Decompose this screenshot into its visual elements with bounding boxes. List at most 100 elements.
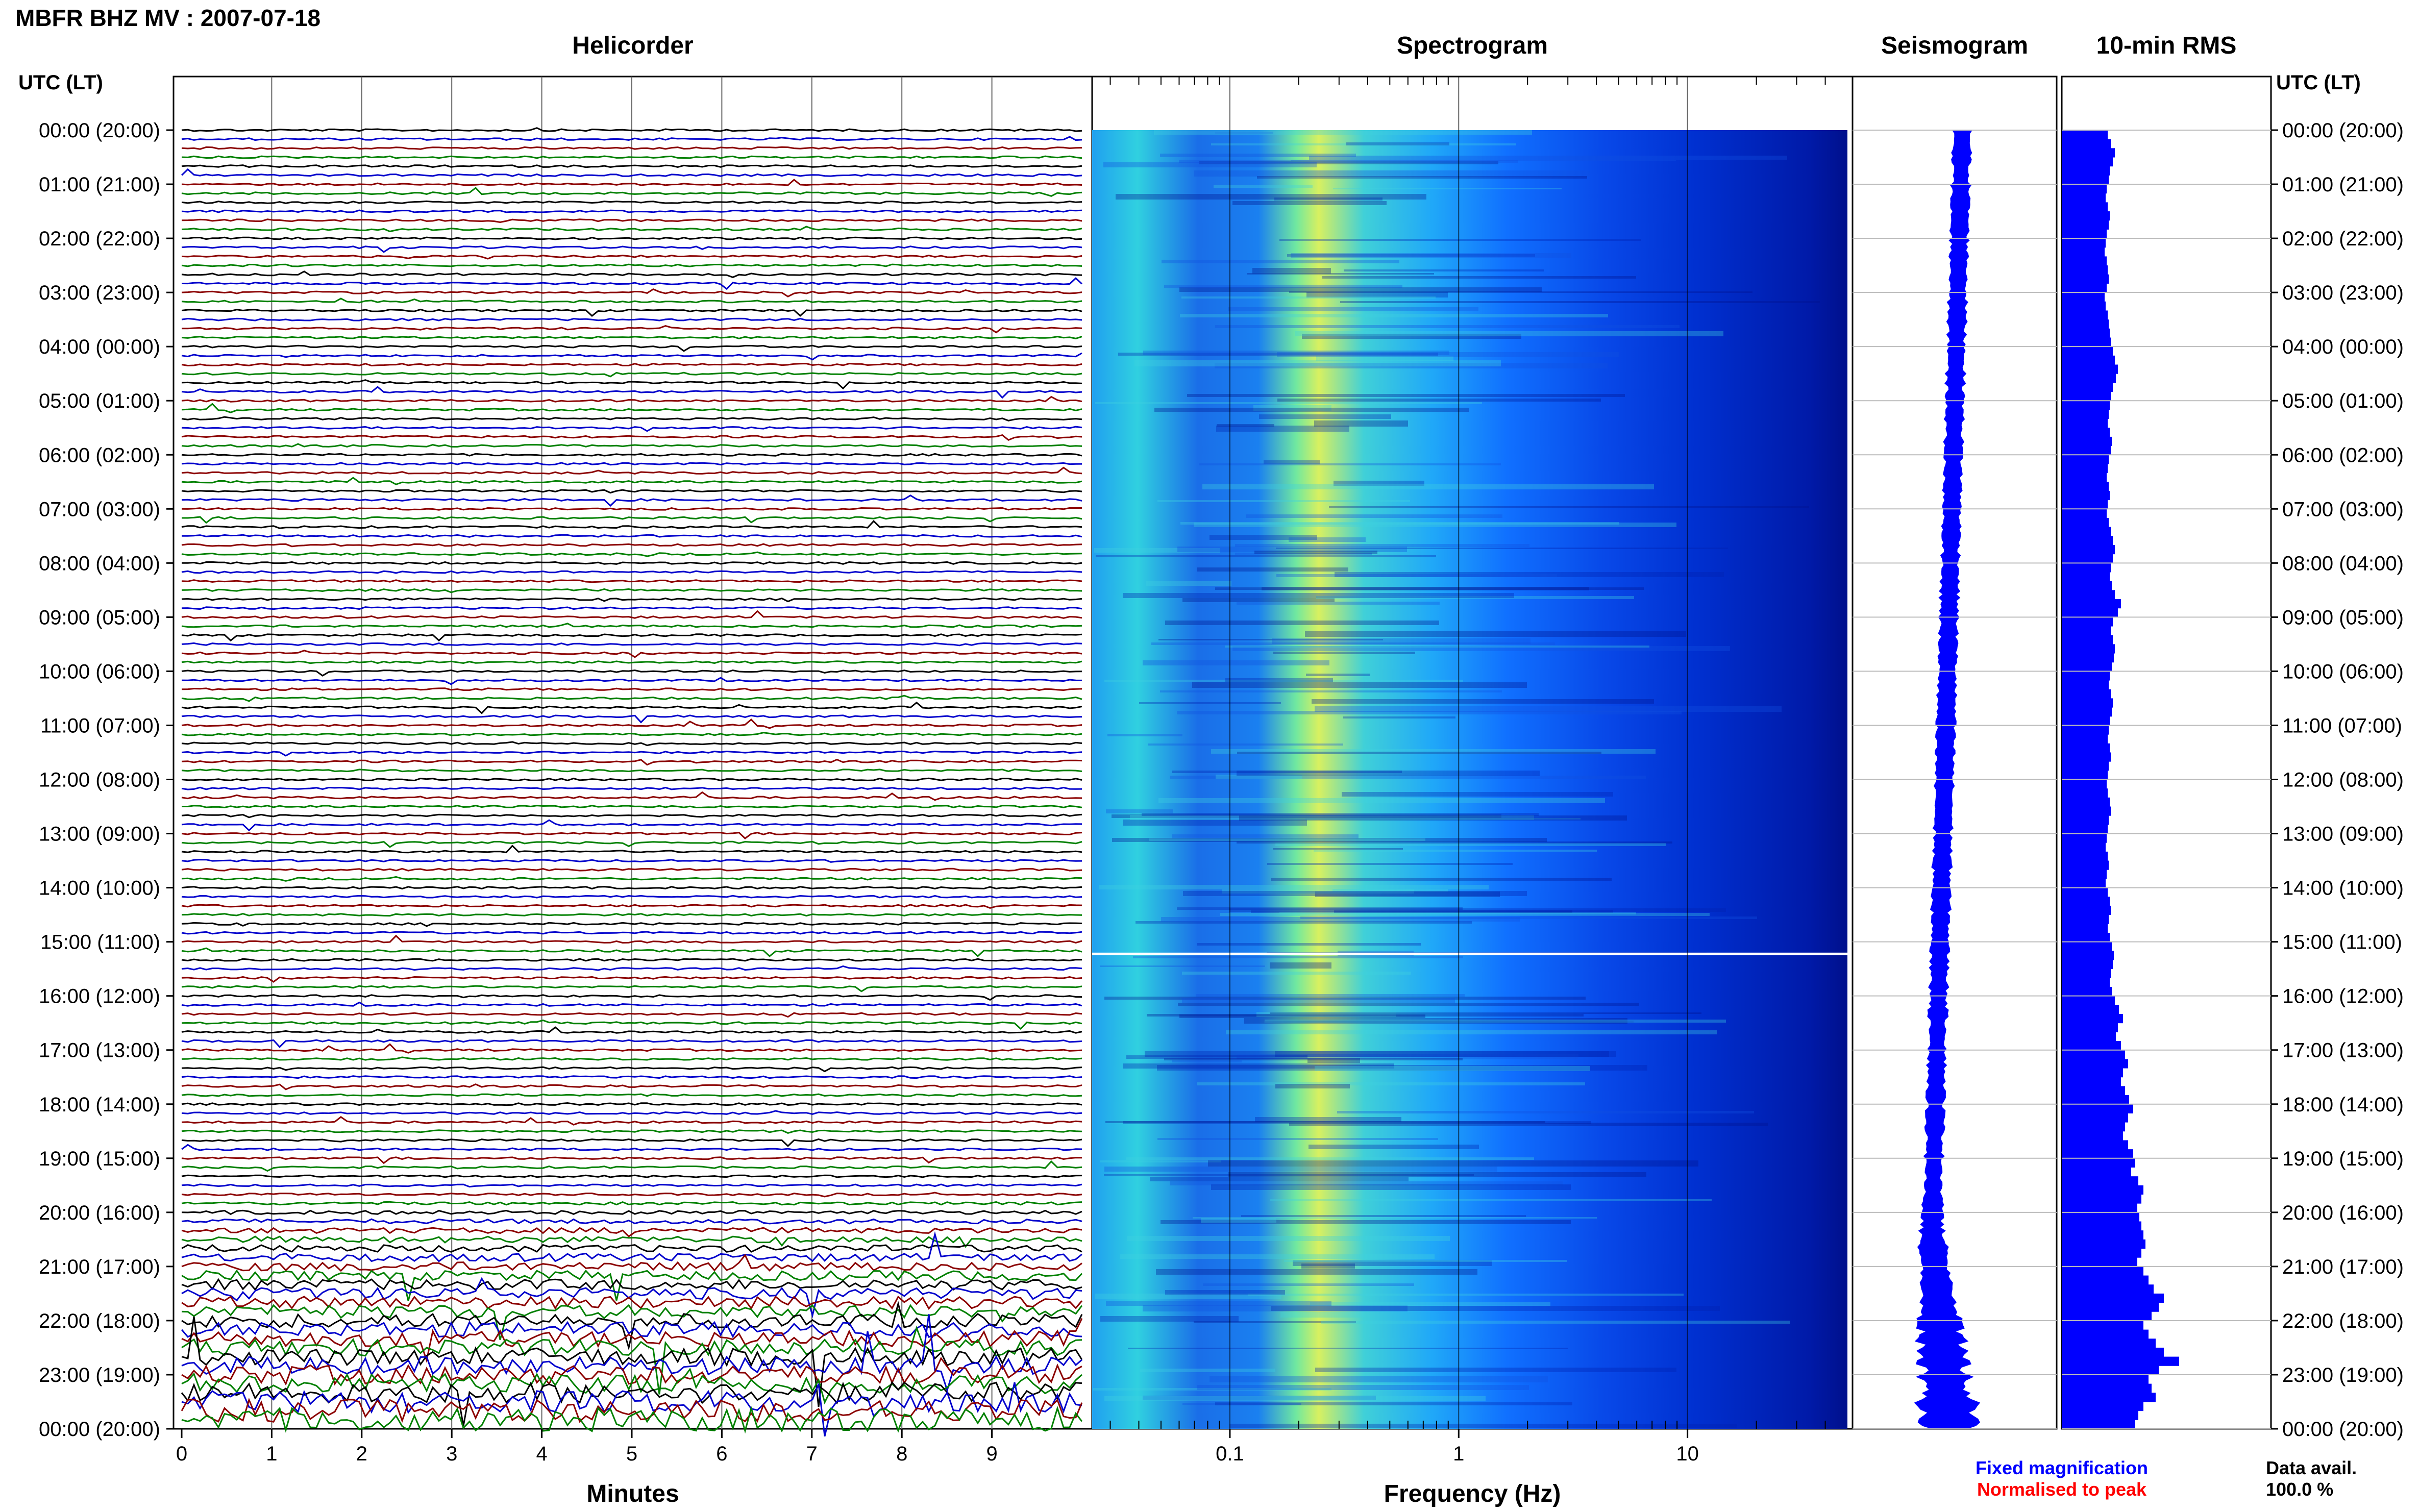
rms-bar	[2062, 734, 2108, 744]
spectrogram-band	[1342, 792, 1613, 797]
rms-bar	[2062, 941, 2112, 951]
helicorder-tick-label: 4	[536, 1443, 547, 1465]
rms-bar	[2062, 1339, 2156, 1348]
helicorder-xlabel: Minutes	[586, 1480, 679, 1507]
spectrogram-band	[1154, 408, 1469, 412]
helicorder-trace	[181, 1405, 1083, 1434]
data-availability-value: 100.0 %	[2266, 1479, 2334, 1500]
rms-bar	[2062, 1014, 2123, 1024]
helicorder-tick-label: 7	[806, 1443, 818, 1465]
spectrogram-band	[1343, 716, 1455, 718]
spectrogram-band	[1257, 176, 1587, 179]
spectrogram-band	[1346, 142, 1449, 145]
spectrogram-band	[1332, 889, 1448, 892]
helicorder-trace	[181, 277, 1083, 290]
helicorder-trace	[181, 520, 1082, 529]
spectrogram-band	[1100, 1160, 1221, 1162]
helicorder-trace	[181, 985, 1082, 993]
rms-bar	[2062, 1275, 2149, 1285]
helicorder-trace	[181, 416, 1082, 422]
spectrogram-band	[1322, 276, 1636, 279]
helicorder-trace	[181, 543, 1082, 548]
helicorder-trace	[181, 931, 1082, 935]
time-label-left: 08:00 (04:00)	[39, 552, 160, 575]
rms-bar	[2062, 779, 2107, 789]
rms-bar	[2062, 283, 2107, 293]
helicorder-trace	[181, 1043, 1082, 1054]
rms-bar	[2062, 247, 2105, 257]
spectrogram-band	[1160, 154, 1356, 157]
spectrogram-band	[1289, 1123, 1768, 1126]
time-label-right: 03:00 (23:00)	[2282, 282, 2404, 304]
spectrogram-band	[1211, 1184, 1571, 1190]
spectrogram-band	[1182, 998, 1455, 1003]
rms-bar	[2062, 797, 2110, 807]
rms-bar	[2062, 1293, 2164, 1303]
time-label-right: 16:00 (12:00)	[2282, 985, 2404, 1008]
spectrogram-band	[1165, 1290, 1285, 1295]
helicorder-trace	[181, 1012, 1082, 1018]
rms-bar	[2062, 490, 2110, 501]
helicorder-trace	[181, 164, 1082, 168]
spectrogram-band	[1147, 1014, 1584, 1017]
spectrogram-tick-label: 0.1	[1216, 1443, 1244, 1465]
helicorder-trace	[181, 701, 1082, 714]
rms-bar	[2062, 887, 2108, 897]
time-label-left: 04:00 (00:00)	[39, 336, 160, 358]
time-label-right: 22:00 (18:00)	[2282, 1310, 2404, 1332]
spectrogram-band	[1158, 798, 1605, 803]
spectrogram-plot	[1091, 76, 1854, 1430]
spectrogram-band	[1202, 484, 1654, 489]
rms-bar	[2062, 951, 2114, 960]
helicorder-trace	[181, 179, 1082, 186]
spectrogram-band	[1192, 682, 1527, 688]
time-label-left: 00:00 (20:00)	[39, 1418, 160, 1441]
helicorder-trace	[181, 1192, 1082, 1198]
time-label-right: 18:00 (14:00)	[2282, 1094, 2404, 1116]
time-label-right: 10:00 (06:00)	[2282, 660, 2404, 683]
helicorder-trace	[181, 1235, 1082, 1248]
spectrogram-band	[1256, 1012, 1396, 1017]
helicorder-trace	[181, 1075, 1082, 1079]
helicorder-tick-label: 3	[446, 1443, 457, 1465]
spectrogram-band	[1262, 587, 1589, 590]
rms-bar	[2062, 1383, 2152, 1393]
helicorder-trace	[181, 317, 1082, 321]
legend-fixed-magnification: Fixed magnification	[1975, 1457, 2149, 1478]
spectrogram-band	[1315, 1368, 1676, 1372]
helicorder-trace	[181, 859, 1082, 863]
rms-bar	[2062, 959, 2113, 970]
helicorder-trace	[181, 1316, 1083, 1407]
helicorder-trace	[181, 1218, 1082, 1225]
spectrogram-band	[1157, 1065, 1647, 1071]
spectrogram-band	[1310, 1302, 1550, 1306]
spectrogram-band	[1151, 642, 1555, 645]
helicorder-trace	[181, 669, 1082, 677]
rms-bar	[2062, 1401, 2143, 1411]
helicorder-trace	[181, 335, 1082, 339]
helicorder-plot	[172, 76, 1093, 1437]
spectrogram-band	[1143, 351, 1449, 355]
helicorder-trace	[181, 876, 1082, 882]
time-label-left: 03:00 (23:00)	[39, 282, 160, 304]
rms-bar	[2062, 473, 2107, 482]
spectrogram-band	[1197, 1385, 1529, 1390]
helicorder-trace	[181, 633, 1082, 642]
helicorder-trace	[181, 1116, 1082, 1126]
helicorder-trace	[181, 677, 1082, 685]
rms-bar	[2062, 1032, 2116, 1042]
rms-bar	[2062, 1050, 2125, 1059]
spectrogram-band	[1196, 994, 1465, 997]
spectrogram-tick-label: 1	[1453, 1443, 1464, 1465]
rms-bar	[2062, 626, 2111, 636]
rms-bar	[2062, 202, 2108, 212]
rms-bar	[2062, 391, 2111, 401]
rms-bar	[2062, 527, 2111, 536]
time-label-right: 12:00 (08:00)	[2282, 769, 2404, 791]
spectrogram-band	[1193, 1217, 1597, 1219]
spectrogram-band	[1316, 596, 1634, 599]
helicorder-trace	[181, 750, 1082, 757]
rms-bar	[2062, 897, 2110, 906]
time-label-left: 22:00 (18:00)	[39, 1310, 160, 1332]
spectrogram-band	[1199, 161, 1498, 164]
